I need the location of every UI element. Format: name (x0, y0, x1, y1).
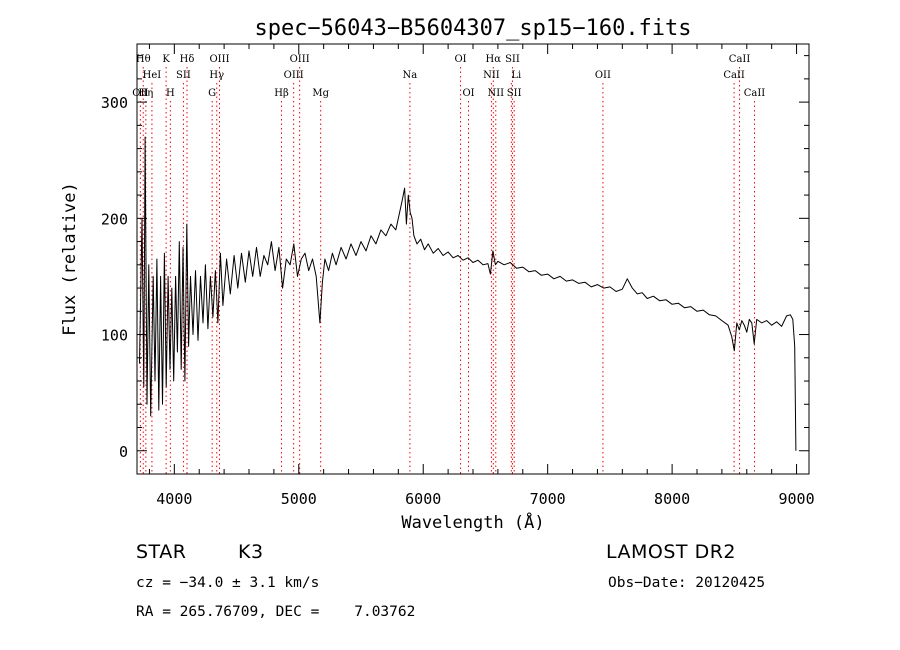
x-tick-label-2: 6000 (405, 490, 441, 508)
x-axis-label: Wavelength (Å) (401, 511, 544, 533)
y-tick-label-1: 100 (101, 327, 128, 345)
line-label-9: Hγ (209, 70, 224, 81)
object-class: STAR (136, 541, 187, 563)
x-tick-label-0: 4000 (156, 490, 192, 508)
line-label-26: CaII (729, 54, 751, 65)
observation-date: Obs−Date: 20120425 (608, 575, 766, 591)
spectrum-series (139, 136, 797, 451)
chart-title: spec−56043−B5604307_sp15−160.fits (254, 16, 691, 41)
line-label-22: SII (505, 54, 520, 65)
line-label-12: OIII (284, 70, 304, 81)
line-label-13: OIII (290, 54, 310, 65)
object-subclass: K3 (238, 541, 264, 563)
line-label-5: H (166, 88, 175, 99)
y-tick-label-3: 300 (101, 94, 128, 112)
line-label-2: Hη (138, 88, 153, 99)
line-label-25: CaII (723, 70, 745, 81)
line-label-6: SII (176, 70, 191, 81)
line-label-3: HeI (143, 70, 162, 81)
line-label-18: NII (483, 70, 500, 81)
y-axis-label: Flux (relative) (60, 182, 80, 336)
spectral-line-labels: HθOIIHηHeIKHSIIHδGHγOIIIHβOIIIOIIIMgNaOI… (132, 54, 765, 99)
line-label-20: NII (487, 88, 504, 99)
line-label-23: SII (507, 88, 522, 99)
line-label-19: Hα (486, 54, 502, 65)
plot-frame (136, 43, 810, 475)
ra-dec-coordinates: RA = 265.76709, DEC = 7.03762 (136, 604, 416, 620)
line-label-17: OI (462, 88, 474, 99)
spectral-line-markers (139, 67, 755, 474)
x-tick-label-5: 9000 (778, 490, 814, 508)
y-tick-label-2: 200 (101, 210, 128, 228)
line-label-14: Mg (312, 88, 329, 99)
line-label-7: Hδ (180, 54, 195, 65)
line-label-24: OII (595, 70, 611, 81)
line-label-0: Hθ (136, 54, 151, 65)
x-tick-label-1: 5000 (281, 490, 317, 508)
line-label-10: OIII (209, 54, 229, 65)
line-label-21: Li (511, 70, 521, 81)
x-tick-label-3: 7000 (530, 490, 566, 508)
y-tick-label-0: 0 (119, 443, 128, 461)
line-label-27: CaII (744, 88, 766, 99)
line-label-15: Na (403, 70, 418, 81)
axes: 4000 5000 6000 7000 8000 9000 0 100 200 300 (101, 44, 815, 508)
line-label-1: OII (132, 88, 148, 99)
line-label-16: OI (454, 54, 466, 65)
line-label-11: Hβ (274, 88, 289, 99)
line-label-8: G (208, 88, 216, 99)
redshift-velocity: cz = −34.0 ± 3.1 km/s (136, 575, 320, 591)
x-tick-label-4: 8000 (654, 490, 690, 508)
spectrum-line (139, 136, 797, 451)
survey-name: LAMOST DR2 (606, 541, 736, 563)
line-label-4: K (162, 54, 170, 65)
